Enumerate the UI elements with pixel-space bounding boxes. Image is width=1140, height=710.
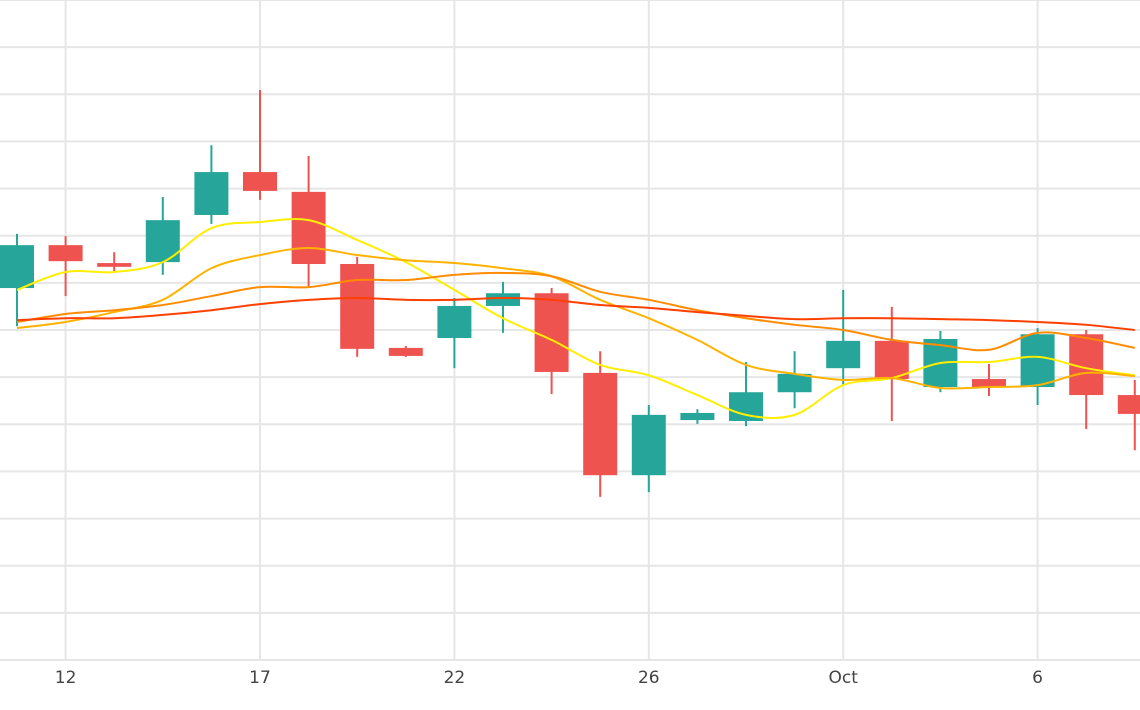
- candle-down: [534, 288, 569, 395]
- candle-up: [631, 404, 666, 493]
- ma-4-line: [16, 296, 1135, 331]
- candle-up: [826, 289, 861, 387]
- candle-body: [437, 305, 472, 339]
- candle-body: [1117, 395, 1140, 414]
- candle-body: [874, 340, 909, 380]
- candle-body: [243, 172, 277, 191]
- candle-body: [631, 414, 666, 476]
- candle-down: [243, 90, 277, 200]
- x-axis-ticks: 12 17 22 26 Oct 6: [55, 668, 1043, 688]
- candle-body: [194, 172, 229, 215]
- moving-average-lines: [16, 218, 1135, 419]
- ma-3-line: [16, 271, 1135, 352]
- candle-up: [0, 233, 34, 327]
- x-tick-label: 26: [638, 668, 660, 688]
- x-tick-label: 17: [249, 668, 271, 688]
- ma-2-line: [16, 246, 1135, 390]
- candle-body: [340, 264, 375, 349]
- candle-body: [291, 191, 326, 264]
- candle-up: [680, 409, 715, 424]
- candle-body: [534, 293, 569, 372]
- candle-down: [972, 363, 1006, 396]
- candle-body: [1020, 334, 1055, 388]
- candle-body: [777, 373, 812, 393]
- candle-body: [486, 293, 520, 306]
- x-tick-label: 12: [55, 668, 77, 688]
- candle-down: [97, 252, 132, 273]
- grid: [0, 0, 1140, 661]
- candle-up: [1020, 328, 1055, 405]
- candle-down: [874, 306, 909, 421]
- candle-down: [1069, 330, 1104, 429]
- candle-body: [97, 263, 132, 267]
- candle-up: [486, 281, 520, 333]
- candle-body: [972, 379, 1006, 388]
- x-tick-label: Oct: [828, 668, 858, 688]
- candle-body: [0, 245, 34, 289]
- candle-down: [388, 346, 423, 357]
- candle-body: [826, 340, 861, 369]
- candle-up: [194, 145, 229, 224]
- x-tick-label: 22: [444, 668, 466, 688]
- candle-body: [388, 347, 423, 356]
- candle-body: [680, 412, 715, 421]
- candle-down: [48, 236, 83, 297]
- ma-1-line: [16, 218, 1135, 419]
- candle-body: [583, 372, 618, 476]
- candles: [0, 90, 1140, 497]
- candle-down: [583, 351, 618, 497]
- candle-up: [777, 351, 812, 409]
- candle-down: [340, 256, 375, 357]
- candle-body: [48, 245, 83, 262]
- candle-up: [437, 297, 472, 369]
- candle-down: [1117, 379, 1140, 451]
- x-tick-label: 6: [1032, 668, 1043, 688]
